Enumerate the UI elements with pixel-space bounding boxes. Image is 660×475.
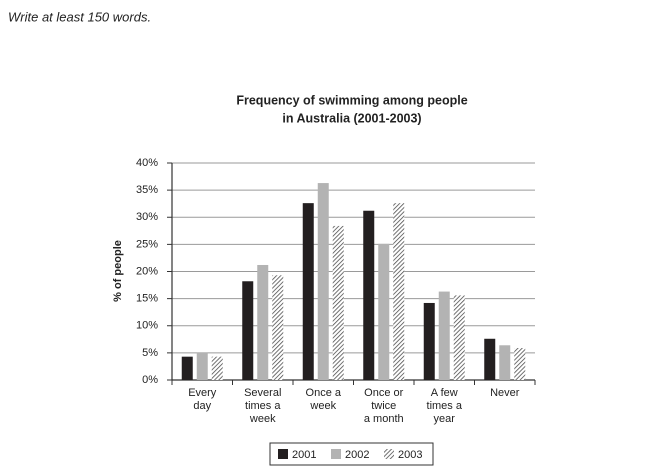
chart-title: Frequency of swimming among people bbox=[236, 93, 467, 107]
legend-label: 2003 bbox=[398, 449, 422, 461]
y-axis-label: % of people bbox=[112, 240, 124, 302]
x-tick-label: Once or twice a month bbox=[364, 387, 404, 425]
legend-swatch bbox=[278, 449, 288, 459]
bar bbox=[438, 291, 450, 380]
y-tick-label: 20% bbox=[136, 265, 158, 277]
y-tick-label: 30% bbox=[136, 211, 158, 223]
bar bbox=[181, 356, 193, 380]
y-tick-label: 0% bbox=[142, 374, 158, 386]
x-tick-label: Never bbox=[490, 387, 520, 399]
bar bbox=[514, 347, 526, 380]
legend-swatch bbox=[384, 449, 394, 459]
bar bbox=[332, 225, 344, 380]
bar bbox=[484, 338, 496, 380]
x-tick-label: Every day bbox=[188, 387, 217, 412]
bar bbox=[242, 281, 254, 380]
bar bbox=[317, 183, 329, 380]
bar bbox=[363, 210, 375, 380]
bar bbox=[302, 203, 314, 380]
legend-box bbox=[269, 442, 434, 466]
legend-swatch bbox=[331, 449, 341, 459]
legend-label: 2002 bbox=[345, 449, 369, 461]
x-tick-label: Once a week bbox=[306, 387, 342, 412]
y-tick-label: 10% bbox=[136, 320, 158, 332]
y-tick-label: 25% bbox=[136, 238, 158, 250]
legend-label: 2001 bbox=[292, 449, 316, 461]
bar bbox=[196, 352, 208, 380]
x-tick-label: A few times a year bbox=[427, 387, 463, 425]
y-tick-label: 15% bbox=[136, 293, 158, 305]
x-tick-label: Several times a week bbox=[244, 387, 281, 425]
bar bbox=[453, 295, 465, 380]
y-tick-label: 5% bbox=[142, 347, 158, 359]
chart-subtitle: in Australia (2001-2003) bbox=[282, 111, 421, 125]
bar bbox=[499, 345, 511, 380]
bar bbox=[378, 243, 390, 380]
y-tick-label: 40% bbox=[136, 157, 158, 169]
bar bbox=[257, 264, 269, 380]
bar bbox=[423, 302, 435, 380]
bar bbox=[272, 275, 284, 380]
y-tick-label: 35% bbox=[136, 184, 158, 196]
prompt: Write at least 150 words. bbox=[8, 9, 151, 24]
bar bbox=[211, 356, 223, 380]
bar bbox=[393, 203, 405, 380]
